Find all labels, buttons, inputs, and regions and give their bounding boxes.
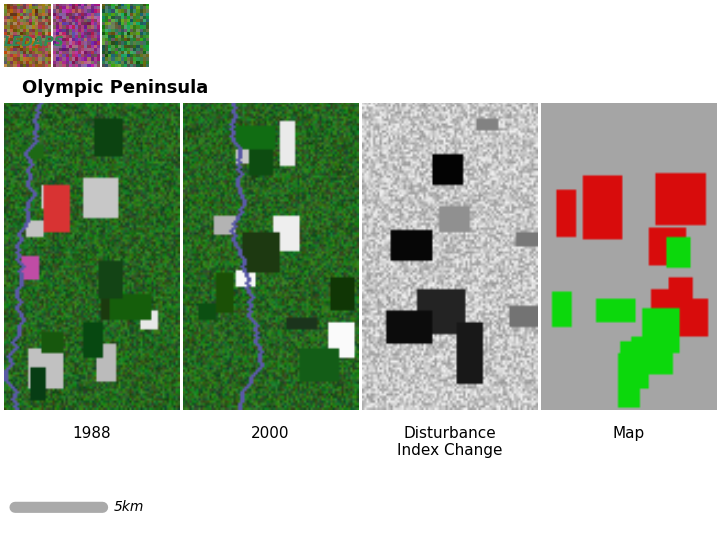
- Text: Olympic Peninsula: Olympic Peninsula: [22, 79, 208, 97]
- Text: 2000: 2000: [251, 426, 289, 441]
- Text: 1988: 1988: [72, 426, 111, 441]
- Text: 5km: 5km: [114, 501, 145, 514]
- Text: Disturbance Index Example: Disturbance Index Example: [218, 23, 646, 51]
- Text: LEDAPS: LEDAPS: [4, 35, 64, 49]
- Text: Disturbance
Index Change: Disturbance Index Change: [397, 426, 503, 458]
- Text: Map: Map: [613, 426, 645, 441]
